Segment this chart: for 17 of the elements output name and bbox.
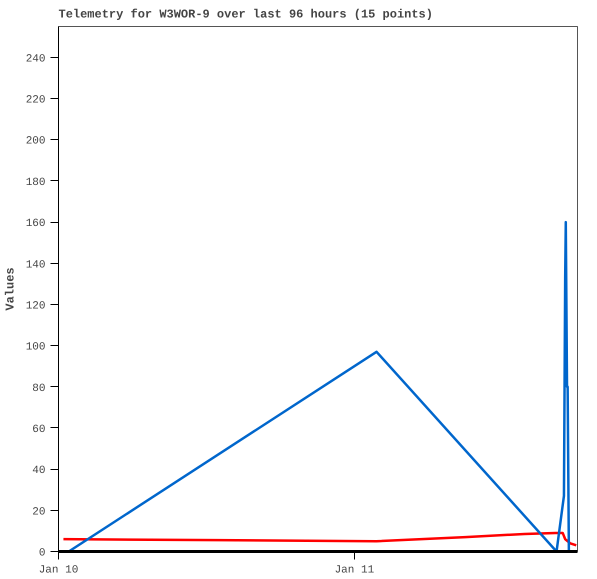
y-tick-label: 20: [32, 506, 46, 518]
chart-title: Telemetry for W3WOR-9 over last 96 hours (15 points): [58, 8, 433, 22]
y-tick-label: 100: [26, 342, 46, 354]
y-tick-label: 40: [32, 465, 46, 478]
y-tick-label: 180: [26, 176, 46, 189]
x-tick-label: Jan 10: [38, 564, 78, 576]
y-tick-label: 0: [38, 548, 46, 560]
y-tick-label: 220: [26, 94, 46, 107]
y-tick-label: 60: [32, 424, 46, 436]
y-tick-label: 160: [26, 218, 46, 230]
y-tick-label: 200: [26, 136, 46, 148]
y-tick-label: 120: [26, 300, 46, 312]
y-tick-label: 240: [26, 53, 46, 66]
y-tick-label: 80: [32, 382, 46, 395]
y-axis-title: Values: [4, 267, 18, 311]
x-tick-label: Jan 11: [334, 564, 375, 576]
y-tick-label: 140: [26, 259, 46, 272]
